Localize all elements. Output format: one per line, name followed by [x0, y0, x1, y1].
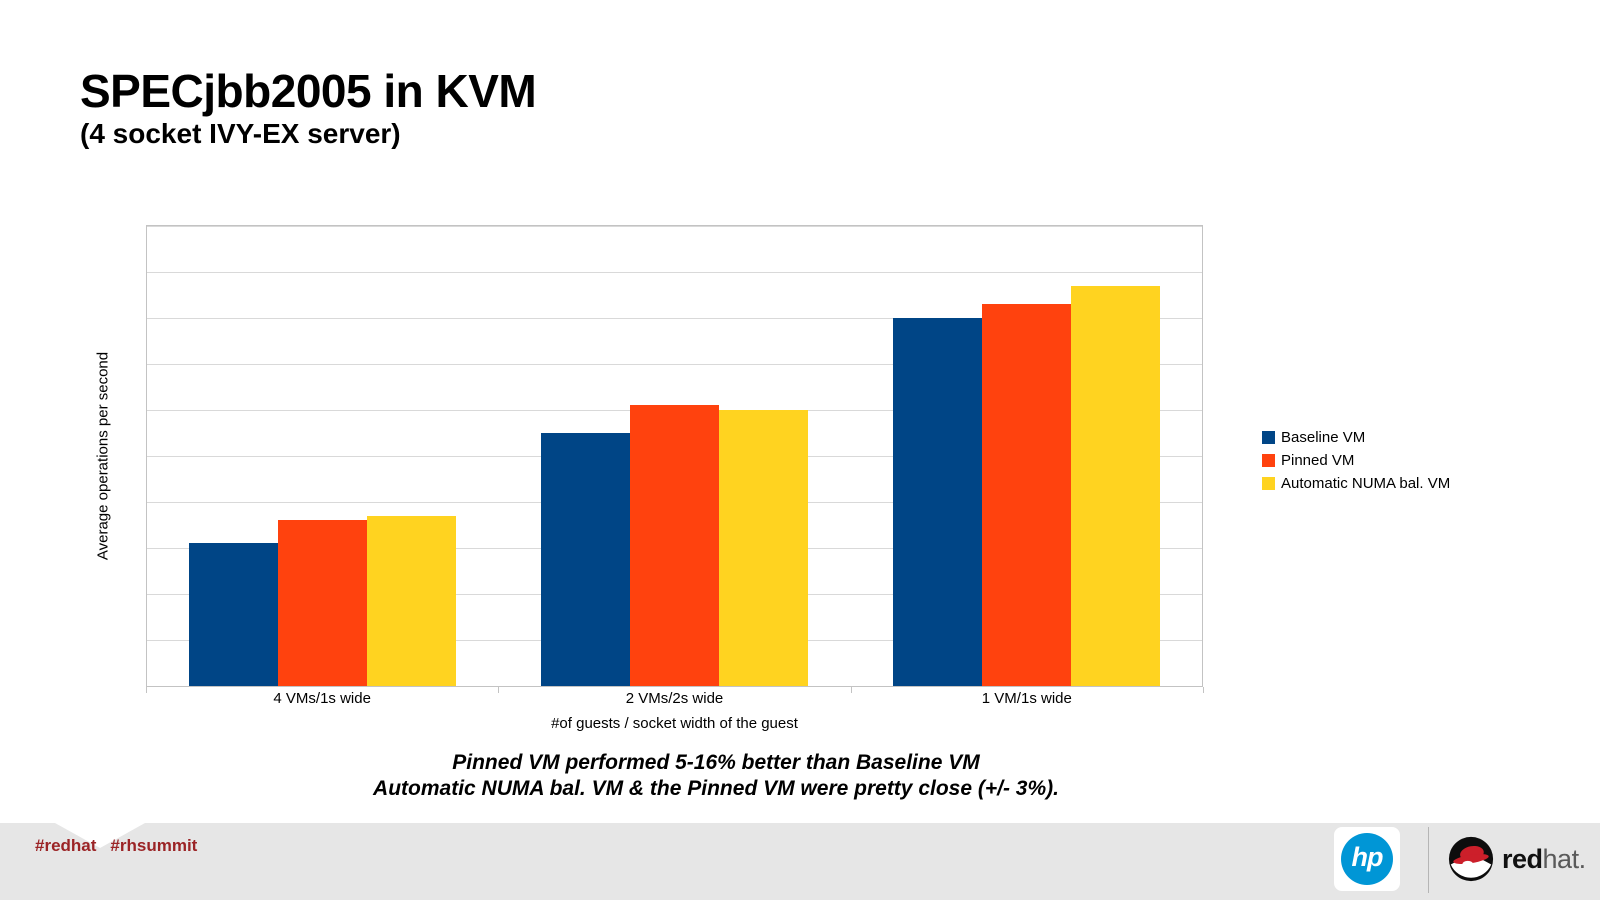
x-axis-title: #of guests / socket width of the guest: [551, 715, 798, 732]
y-axis-title: Average operations per second: [94, 351, 112, 561]
legend-swatch-numa: [1262, 477, 1275, 490]
legend-label: Automatic NUMA bal. VM: [1281, 475, 1451, 492]
redhat-logo-text-red: red: [1502, 843, 1543, 874]
bar-pinned-vm: [278, 520, 368, 686]
redhat-logo-text: redhat.: [1502, 844, 1586, 875]
bar-automatic-numa-bal-vm: [1070, 285, 1160, 686]
legend-swatch-baseline: [1262, 431, 1275, 444]
redhat-shadowman-icon: [1448, 836, 1494, 882]
redhat-logo: redhat.: [1448, 836, 1586, 882]
redhat-logo-text-hat: hat.: [1542, 843, 1587, 874]
bar-automatic-numa-bal-vm: [367, 515, 457, 686]
legend-item-numa: Automatic NUMA bal. VM: [1262, 472, 1450, 495]
x-tick: [851, 687, 852, 693]
bar-baseline-vm: [892, 318, 982, 686]
chart-legend: Baseline VM Pinned VM Automatic NUMA bal…: [1262, 426, 1450, 495]
legend-item-pinned: Pinned VM: [1262, 449, 1450, 472]
bar-pinned-vm: [981, 304, 1071, 686]
bar-baseline-vm: [189, 543, 279, 686]
bar-group: [850, 226, 1202, 686]
hashtag-rhsummit: #rhsummit: [110, 836, 198, 855]
hp-logo-text: hp: [1351, 842, 1384, 872]
category-label: 4 VMs/1s wide: [273, 690, 371, 707]
legend-label: Pinned VM: [1281, 452, 1355, 469]
footer-notch-decoration: [55, 823, 145, 848]
footer-hashtags: #redhat #rhsummit: [35, 836, 211, 856]
bar-automatic-numa-bal-vm: [719, 410, 808, 686]
bar-pinned-vm: [630, 405, 719, 686]
bar-baseline-vm: [541, 433, 630, 686]
conclusion-text: Pinned VM performed 5-16% better than Ba…: [146, 750, 1286, 802]
bar-group: [499, 226, 851, 686]
hp-logo-circle: hp: [1341, 833, 1393, 885]
hashtag-redhat: #redhat: [35, 836, 97, 855]
legend-swatch-pinned: [1262, 454, 1275, 467]
footer-logo-divider: [1428, 827, 1429, 893]
legend-item-baseline: Baseline VM: [1262, 426, 1450, 449]
category-label: 2 VMs/2s wide: [625, 690, 724, 707]
x-tick: [498, 687, 499, 693]
bar-group: [147, 226, 499, 686]
hp-logo: hp: [1334, 827, 1400, 891]
x-axis-ticks: [146, 687, 1204, 693]
legend-label: Baseline VM: [1281, 429, 1366, 446]
slide-subtitle: (4 socket IVY-EX server): [80, 118, 401, 149]
x-tick: [1203, 687, 1204, 693]
conclusion-line-1: Pinned VM performed 5-16% better than Ba…: [452, 751, 980, 774]
slide-title: SPECjbb2005 in KVM: [80, 65, 537, 117]
plot-area: [146, 225, 1203, 687]
category-label: 1 VM/1s wide: [981, 690, 1072, 707]
footer-bar: [0, 823, 1600, 900]
category-labels: 4 VMs/1s wide 2 VMs/2s wide 1 VM/1s wide: [146, 690, 1203, 707]
conclusion-line-2: Automatic NUMA bal. VM & the Pinned VM w…: [373, 777, 1059, 800]
x-tick: [146, 687, 147, 693]
bar-groups-container: [147, 226, 1202, 686]
